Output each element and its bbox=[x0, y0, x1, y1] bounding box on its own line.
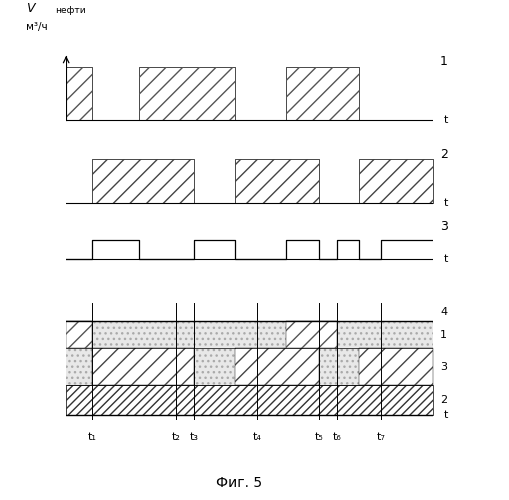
Text: Фиг. 5: Фиг. 5 bbox=[216, 476, 262, 490]
Text: 1: 1 bbox=[440, 330, 447, 340]
Text: нефти: нефти bbox=[55, 6, 86, 15]
Text: 3: 3 bbox=[440, 362, 447, 372]
Text: 1: 1 bbox=[440, 54, 448, 68]
Text: t₃: t₃ bbox=[190, 432, 199, 442]
Text: 2: 2 bbox=[440, 148, 448, 161]
Text: V: V bbox=[26, 2, 34, 15]
Text: t: t bbox=[444, 254, 448, 264]
Text: t₅: t₅ bbox=[315, 432, 323, 442]
Text: м³/ч: м³/ч bbox=[26, 22, 47, 32]
Text: 3: 3 bbox=[440, 220, 448, 233]
Text: t: t bbox=[444, 198, 448, 208]
Text: 2: 2 bbox=[440, 396, 447, 406]
Text: t: t bbox=[444, 410, 448, 420]
Text: t₁: t₁ bbox=[88, 432, 96, 442]
Text: t₇: t₇ bbox=[377, 432, 386, 442]
Text: t₆: t₆ bbox=[333, 432, 342, 442]
Text: t₄: t₄ bbox=[252, 432, 261, 442]
Text: t: t bbox=[444, 116, 448, 126]
Text: 4: 4 bbox=[440, 307, 447, 317]
Text: t₂: t₂ bbox=[172, 432, 181, 442]
